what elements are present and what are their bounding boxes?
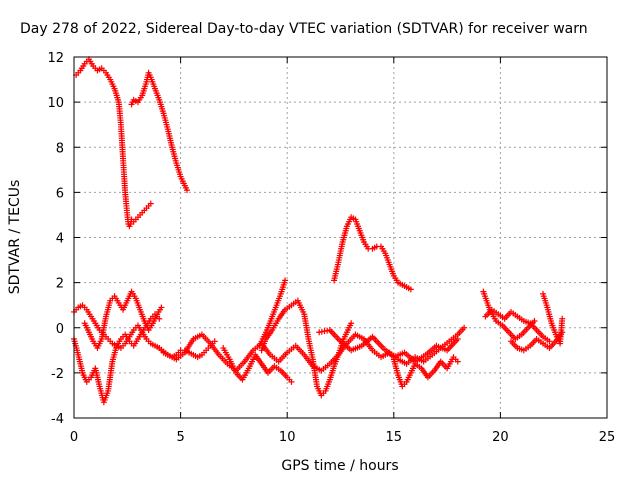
y-tick-label: 2 xyxy=(56,277,64,292)
x-tick-label: 10 xyxy=(279,430,296,445)
x-axis-label: GPS time / hours xyxy=(281,458,398,474)
y-tick-label: 12 xyxy=(47,51,64,66)
series-sat-g xyxy=(81,288,165,352)
series-sat-h xyxy=(156,324,468,374)
series-sat-b xyxy=(130,200,154,225)
series-sat-l xyxy=(316,327,461,365)
series-sat-e xyxy=(71,302,218,361)
data-point xyxy=(282,277,289,284)
series-sat-p xyxy=(508,329,566,354)
series-sat-q xyxy=(540,290,566,347)
x-tick-label: 5 xyxy=(176,430,184,445)
series-sat-a xyxy=(73,56,135,230)
series-sat-m xyxy=(390,354,461,390)
data-points xyxy=(71,56,566,406)
x-tick-label: 0 xyxy=(70,430,78,445)
chart-title: Day 278 of 2022, Sidereal Day-to-day VTE… xyxy=(20,21,588,37)
y-tick-label: 6 xyxy=(56,186,64,201)
y-tick-label: 8 xyxy=(56,141,64,156)
y-tick-label: -4 xyxy=(51,412,64,427)
x-tick-label: 15 xyxy=(386,430,403,445)
x-tick-label: 25 xyxy=(599,430,616,445)
data-point xyxy=(348,320,355,327)
data-point xyxy=(183,187,190,194)
y-axis-label: SDTVAR / TECUs xyxy=(7,180,23,295)
data-point xyxy=(211,338,218,345)
series-sat-i xyxy=(220,345,295,385)
data-point xyxy=(407,286,414,293)
y-tick-label: 10 xyxy=(47,96,64,111)
data-point xyxy=(559,315,566,322)
series-sat-k xyxy=(256,277,289,349)
data-point xyxy=(454,358,461,365)
series-sat-d xyxy=(331,214,414,293)
x-tick-label: 20 xyxy=(492,430,509,445)
data-point xyxy=(158,304,165,311)
data-point xyxy=(454,336,461,343)
series-sat-c xyxy=(128,69,190,194)
data-point xyxy=(546,338,553,345)
axis-ticks: 0 5 10 15 20 25 -4 -2 0 2 4 6 8 10 12 xyxy=(47,51,615,445)
data-point xyxy=(461,324,468,331)
y-tick-label: 4 xyxy=(56,232,64,247)
data-point xyxy=(288,378,295,385)
y-tick-label: -2 xyxy=(51,367,64,382)
series-sat-o xyxy=(482,306,553,345)
data-point xyxy=(531,317,538,324)
data-point xyxy=(147,200,154,207)
y-tick-label: 0 xyxy=(56,322,64,337)
gridlines xyxy=(74,57,607,418)
